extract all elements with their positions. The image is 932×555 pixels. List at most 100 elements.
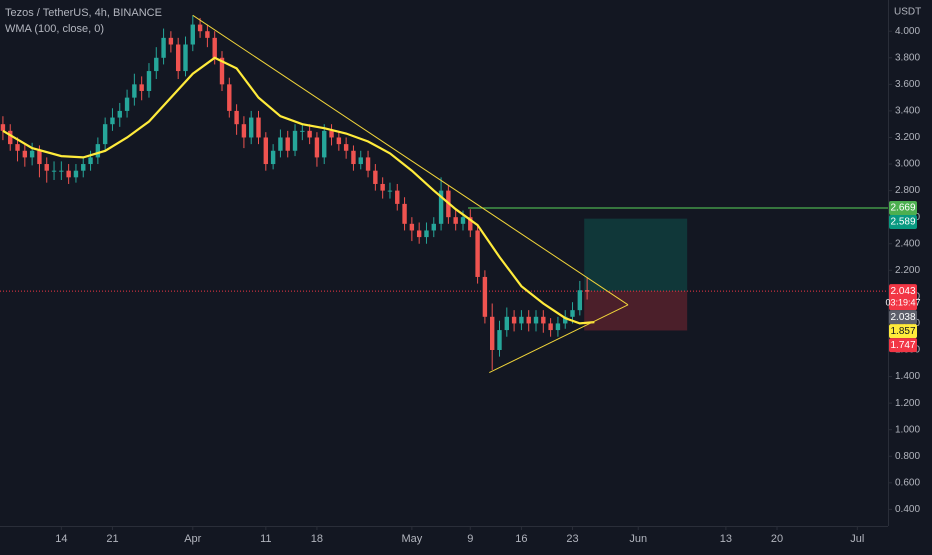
candle-body [227, 84, 232, 111]
candle-body [175, 44, 181, 72]
candle-body [219, 57, 225, 85]
candle-body [343, 144, 349, 151]
candle-body [183, 44, 188, 72]
x-tick-label: 14 [55, 533, 67, 545]
stop-zone [584, 291, 688, 331]
candle-body [519, 316, 524, 324]
price-label: 1.857 [890, 326, 915, 337]
y-tick-label: 2.800 [895, 185, 920, 196]
candle-body [73, 170, 79, 178]
candle-body [249, 117, 254, 138]
y-tick-label: 0.800 [895, 451, 920, 462]
candle-body [139, 84, 144, 91]
candle-body [475, 230, 480, 277]
candle-body [482, 276, 488, 317]
candle-body [453, 217, 458, 224]
price-label-bg [889, 215, 917, 230]
wma-line [2, 56, 595, 325]
candle-body [373, 170, 378, 184]
candle-body [468, 217, 473, 231]
candle-body [438, 190, 444, 224]
price-label: 2.038 [890, 312, 915, 323]
y-tick-label: 4.000 [895, 26, 920, 37]
y-tick-label: 3.800 [895, 52, 920, 63]
candle-body [132, 84, 137, 98]
candle-body [146, 71, 152, 91]
price-label: 1.747 [890, 340, 915, 351]
y-tick-label: 1.000 [895, 424, 920, 435]
candle-body [365, 157, 371, 171]
candle-body [541, 316, 546, 324]
candle-body [81, 164, 86, 171]
price-label-bg [889, 324, 917, 339]
candle-body [358, 157, 363, 165]
candle-body [322, 130, 327, 158]
y-tick-label: 3.200 [895, 132, 920, 143]
candle-body [570, 310, 575, 317]
candle-body [563, 316, 568, 324]
candle-body [29, 150, 35, 158]
y-tick-label: 1.400 [895, 371, 920, 382]
x-tick-label: 23 [566, 533, 578, 545]
candle-body [431, 223, 436, 231]
price-label: 2.669 [890, 203, 915, 214]
candle-body [15, 144, 20, 151]
indicator-label: WMA (100, close, 0) [5, 23, 104, 35]
x-tick-label: 9 [467, 533, 473, 545]
candle-body [44, 164, 49, 171]
candle-body [329, 130, 334, 138]
candle-body [263, 137, 269, 165]
axis-unit: USDT [894, 7, 921, 18]
x-tick-label: May [401, 533, 422, 545]
candle-body [584, 290, 590, 292]
candle-body [460, 217, 466, 224]
candle-body [110, 117, 115, 125]
candle-body [234, 110, 239, 125]
candle-body [285, 137, 290, 151]
y-tick-label: 0.400 [895, 504, 920, 515]
candle-body [205, 31, 210, 38]
candle-body [533, 316, 539, 324]
candle-body [88, 157, 93, 165]
candle-body [241, 124, 247, 138]
candle-body [161, 37, 166, 58]
target-zone [584, 218, 688, 292]
x-tick-label: Apr [184, 533, 201, 545]
y-tick-label: 3.400 [895, 106, 920, 117]
y-tick-label: 2.200 [895, 265, 920, 276]
candle-body [395, 190, 400, 204]
y-tick-label: 0.600 [895, 477, 920, 488]
y-tick-label: 2.400 [895, 238, 920, 249]
candle-body [351, 150, 356, 165]
candle-body [497, 330, 502, 351]
x-tick-label: 20 [771, 533, 783, 545]
candle-body [124, 97, 130, 111]
candle-body [511, 316, 517, 324]
candle-body [51, 170, 57, 172]
candle-body [336, 137, 342, 145]
candle-body [292, 130, 298, 151]
trendline [192, 14, 629, 306]
candle-body [22, 150, 28, 158]
candle-body [59, 170, 64, 172]
candle-body [154, 57, 159, 72]
candle-body [380, 183, 385, 191]
countdown: 03:19:47 [885, 298, 920, 308]
price-label-bg [889, 284, 917, 311]
candle-body [0, 124, 6, 131]
candle-body [402, 203, 407, 224]
candle-body [102, 124, 108, 145]
price-label-bg [889, 338, 917, 353]
candle-body [278, 137, 283, 151]
candle-body [168, 37, 174, 45]
x-tick-label: 13 [720, 533, 732, 545]
candle-body [190, 24, 195, 45]
chart-title: Tezos / TetherUS, 4h, BINANCE [5, 7, 162, 19]
candle-body [300, 130, 305, 132]
price-label-bg [889, 310, 917, 325]
candle-body [307, 130, 312, 138]
candle-body [270, 150, 276, 165]
candle-body [424, 230, 429, 238]
